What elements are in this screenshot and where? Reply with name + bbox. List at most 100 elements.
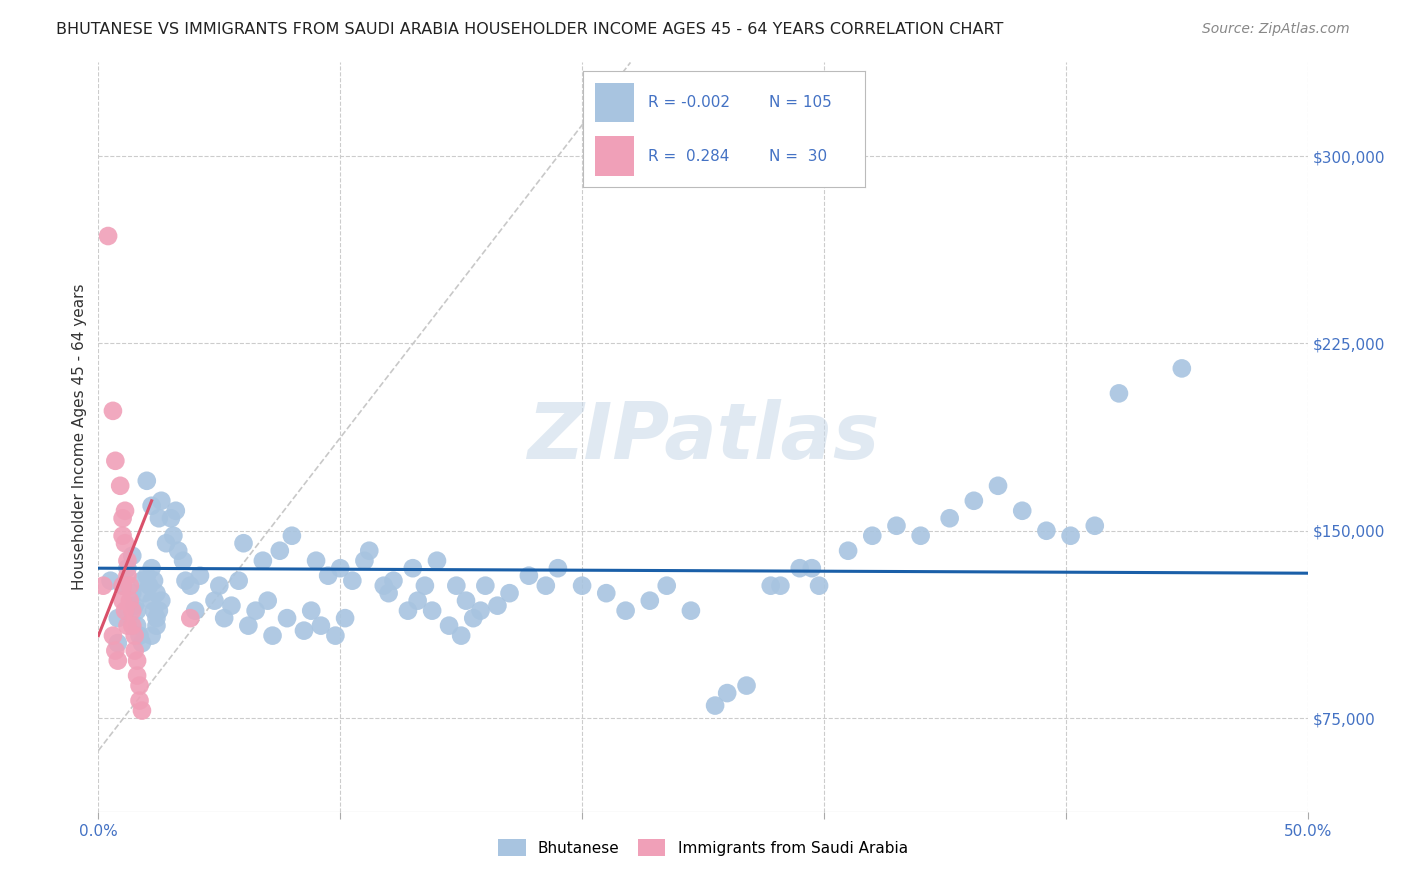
Point bbox=[256, 593, 278, 607]
Point bbox=[145, 611, 167, 625]
Point bbox=[104, 454, 127, 468]
Point bbox=[342, 574, 364, 588]
Point bbox=[1035, 524, 1057, 538]
Point bbox=[150, 493, 173, 508]
Point bbox=[860, 529, 883, 543]
Point bbox=[117, 554, 139, 568]
Point bbox=[292, 624, 315, 638]
Point bbox=[262, 629, 284, 643]
Point bbox=[517, 568, 540, 582]
Point bbox=[886, 518, 908, 533]
Point bbox=[108, 479, 131, 493]
Point bbox=[135, 568, 157, 582]
Point bbox=[101, 629, 124, 643]
Point bbox=[131, 704, 153, 718]
Point bbox=[165, 504, 187, 518]
Point bbox=[117, 568, 139, 582]
Bar bbox=[595, 136, 634, 176]
Text: ZIPatlas: ZIPatlas bbox=[527, 399, 879, 475]
Point bbox=[114, 604, 136, 618]
Point bbox=[1059, 529, 1081, 543]
Point bbox=[155, 536, 177, 550]
Point bbox=[426, 554, 449, 568]
Point bbox=[420, 604, 443, 618]
Point bbox=[498, 586, 520, 600]
Point bbox=[145, 618, 167, 632]
Point bbox=[121, 604, 143, 618]
Point bbox=[716, 686, 738, 700]
Point bbox=[145, 586, 167, 600]
Point bbox=[117, 561, 139, 575]
Text: R =  0.284: R = 0.284 bbox=[648, 148, 730, 163]
Point bbox=[141, 629, 163, 643]
Point bbox=[127, 604, 149, 618]
Point bbox=[160, 511, 183, 525]
Point bbox=[276, 611, 298, 625]
Point bbox=[373, 579, 395, 593]
Point bbox=[571, 579, 593, 593]
Point bbox=[117, 618, 139, 632]
Point bbox=[269, 543, 291, 558]
Point bbox=[474, 579, 496, 593]
Point bbox=[679, 604, 702, 618]
Point bbox=[101, 404, 124, 418]
Point bbox=[329, 561, 352, 575]
Point bbox=[127, 618, 149, 632]
Y-axis label: Householder Income Ages 45 - 64 years: Householder Income Ages 45 - 64 years bbox=[72, 284, 87, 591]
Point bbox=[107, 636, 129, 650]
Point bbox=[124, 643, 146, 657]
Point bbox=[316, 568, 339, 582]
Point bbox=[486, 599, 509, 613]
Point bbox=[121, 586, 143, 600]
Point bbox=[353, 554, 375, 568]
Point bbox=[437, 618, 460, 632]
Point bbox=[299, 604, 322, 618]
Point bbox=[470, 604, 492, 618]
Point bbox=[148, 604, 170, 618]
Point bbox=[131, 636, 153, 650]
Point bbox=[325, 629, 347, 643]
Point bbox=[172, 554, 194, 568]
Point bbox=[100, 574, 122, 588]
Point bbox=[128, 629, 150, 643]
Point bbox=[735, 679, 758, 693]
Point bbox=[938, 511, 960, 525]
Point bbox=[305, 554, 328, 568]
Point bbox=[333, 611, 356, 625]
Point bbox=[111, 593, 134, 607]
Point bbox=[208, 579, 231, 593]
Point bbox=[377, 586, 399, 600]
Point bbox=[141, 593, 163, 607]
Point bbox=[396, 604, 419, 618]
Point bbox=[107, 654, 129, 668]
Point bbox=[789, 561, 811, 575]
Point bbox=[174, 574, 197, 588]
Point bbox=[167, 543, 190, 558]
Point bbox=[141, 499, 163, 513]
Point bbox=[111, 529, 134, 543]
Text: Source: ZipAtlas.com: Source: ZipAtlas.com bbox=[1202, 22, 1350, 37]
Point bbox=[614, 604, 637, 618]
Point bbox=[128, 679, 150, 693]
Bar bbox=[595, 83, 634, 122]
Point bbox=[281, 529, 304, 543]
Point bbox=[111, 511, 134, 525]
Point bbox=[910, 529, 932, 543]
Point bbox=[128, 693, 150, 707]
Point bbox=[118, 579, 141, 593]
Point bbox=[446, 579, 468, 593]
Point bbox=[534, 579, 557, 593]
Point bbox=[463, 611, 485, 625]
Point bbox=[1084, 518, 1107, 533]
Point bbox=[450, 629, 472, 643]
Point bbox=[413, 579, 436, 593]
Point bbox=[179, 579, 201, 593]
Point bbox=[111, 579, 134, 593]
Point bbox=[143, 604, 166, 618]
Point bbox=[808, 579, 831, 593]
Point bbox=[138, 579, 160, 593]
Point bbox=[141, 561, 163, 575]
Point bbox=[204, 593, 226, 607]
Point bbox=[127, 668, 149, 682]
Point bbox=[124, 599, 146, 613]
